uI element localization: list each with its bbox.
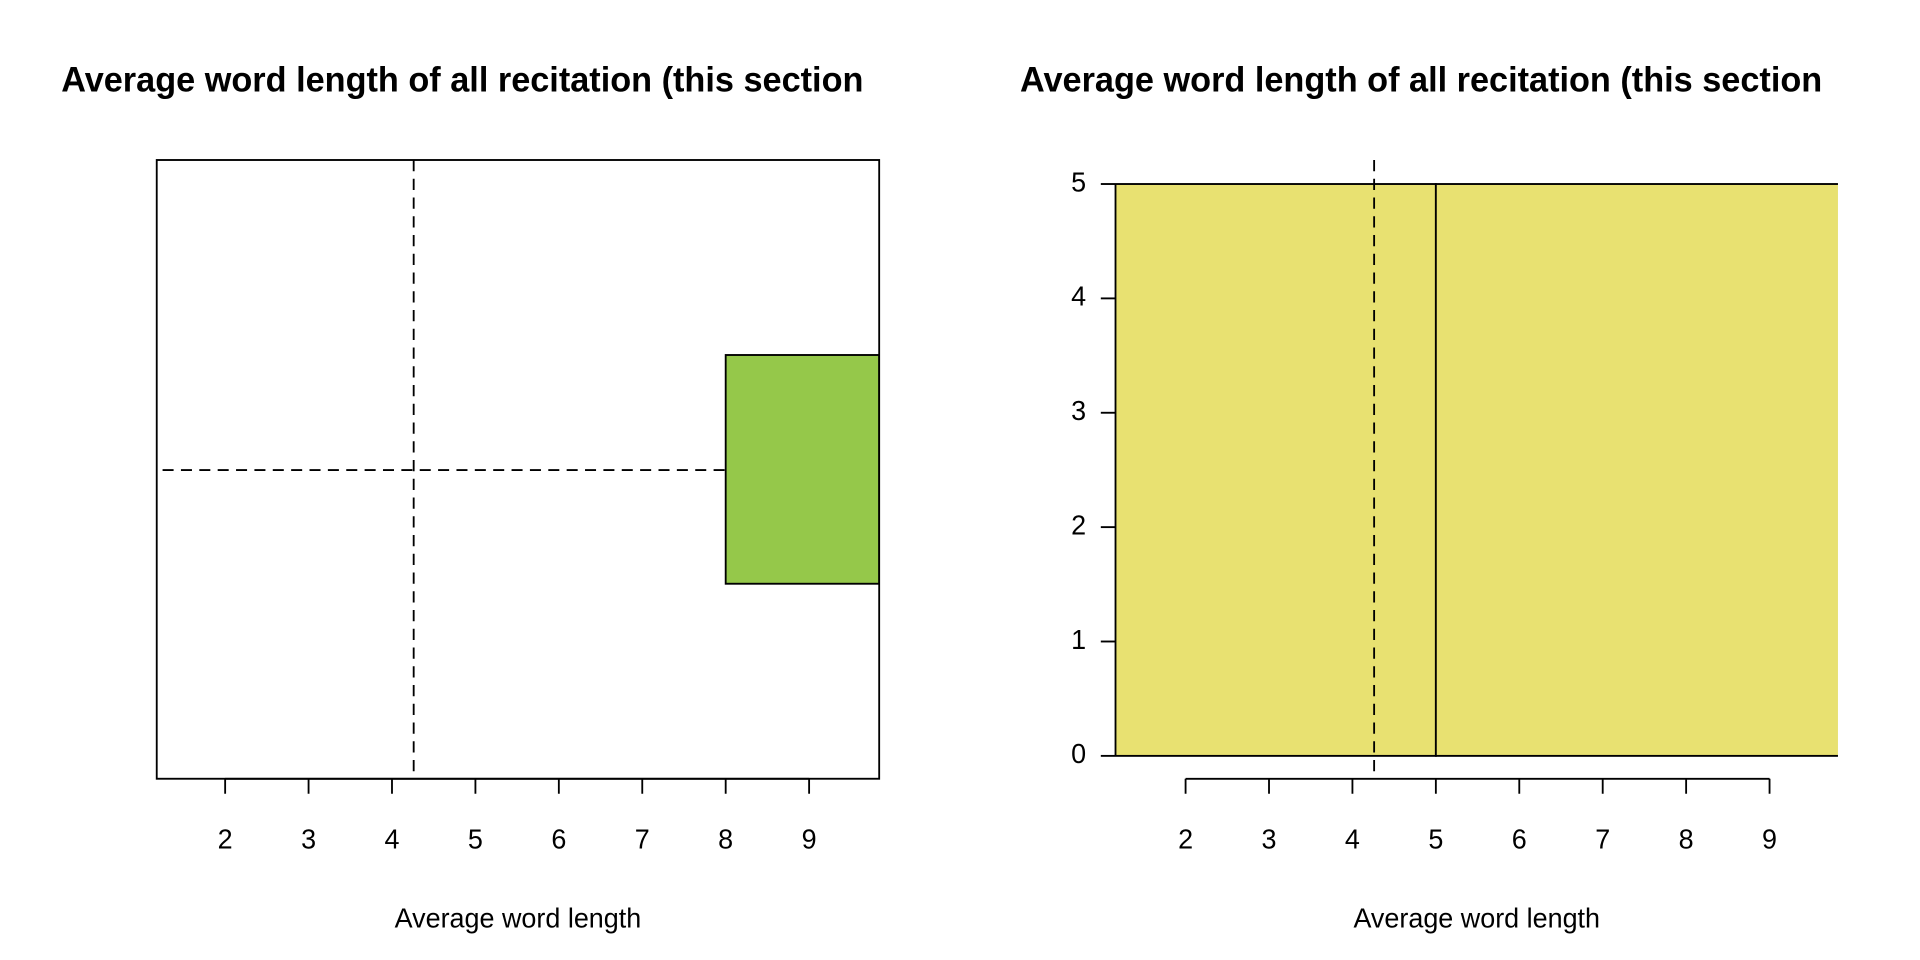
y-tick-label: 3 [1071, 395, 1086, 426]
y-tick-label: 0 [1071, 738, 1086, 769]
x-tick-label: 5 [468, 823, 483, 854]
x-axis-label: Average word length [1353, 902, 1600, 933]
x-tick-label: 7 [635, 823, 650, 854]
x-tick-label: 8 [718, 823, 733, 854]
x-tick-label: 5 [1428, 823, 1443, 854]
x-tick-label: 9 [802, 823, 817, 854]
x-tick-label: 7 [1595, 823, 1610, 854]
plot-area [162, 354, 880, 585]
y-tick-label: 1 [1071, 624, 1086, 655]
x-tick-label: 3 [1262, 823, 1277, 854]
x-tick-label: 4 [1345, 823, 1360, 854]
chart-title: Average word length of all recitation (t… [1020, 61, 1822, 99]
hist-bar [1115, 183, 1437, 757]
plot-area [1115, 183, 1838, 757]
x-tick-label: 2 [1178, 823, 1193, 854]
box [724, 354, 880, 585]
x-tick-label: 3 [301, 823, 316, 854]
y-tick-label: 4 [1071, 280, 1086, 311]
x-tick-label: 6 [1512, 823, 1527, 854]
x-axis-label: Average word length [395, 902, 642, 933]
y-tick-label: 2 [1071, 509, 1086, 540]
x-tick-label: 4 [384, 823, 399, 854]
y-tick-label: 5 [1071, 166, 1086, 197]
x-tick-label: 2 [218, 823, 233, 854]
chart-title: Average word length of all recitation (t… [61, 61, 863, 99]
x-tick-label: 6 [551, 823, 566, 854]
x-tick-label: 8 [1679, 823, 1694, 854]
x-tick-label: 9 [1762, 823, 1777, 854]
hist-bar [1434, 183, 1838, 757]
